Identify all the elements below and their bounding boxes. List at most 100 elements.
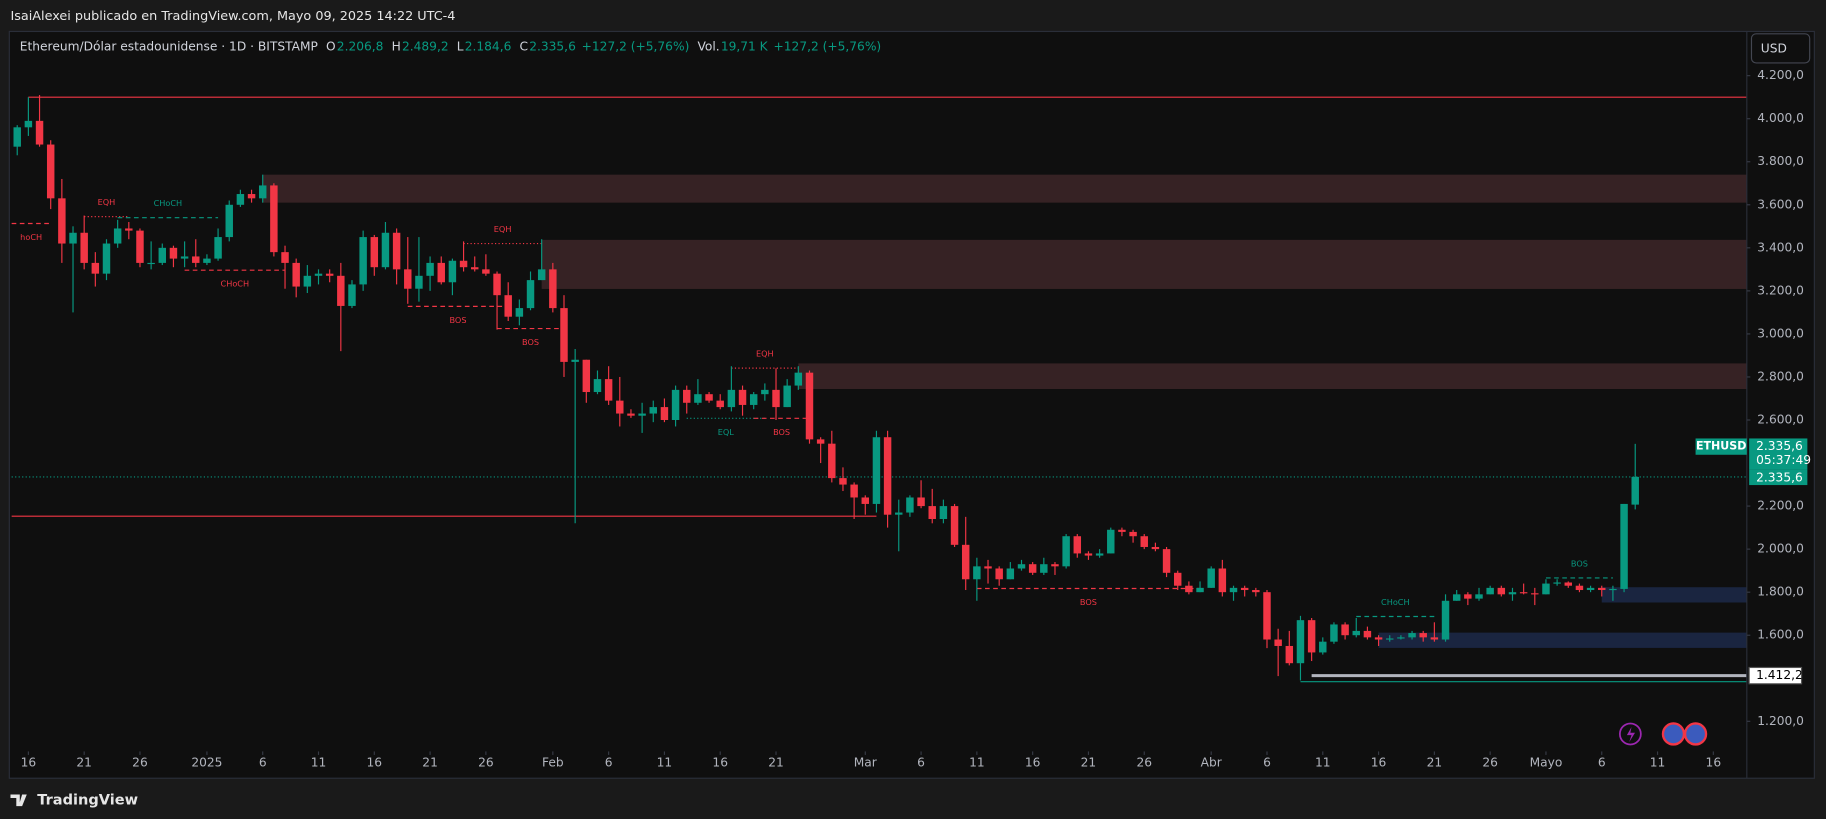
structure-label: CHoCH — [1381, 597, 1410, 607]
candle-body — [917, 497, 925, 507]
candle-body — [1173, 572, 1182, 586]
level-badge-text: 1.412,2 — [1756, 668, 1803, 682]
candle-body — [370, 237, 379, 268]
candle-body — [482, 269, 490, 274]
candle-body — [1352, 630, 1360, 636]
y-tick-label: 2.000,0 — [1757, 542, 1804, 556]
legend-value: 2.489,2 — [402, 39, 449, 53]
x-tick-label: 21 — [76, 756, 92, 770]
structure-label: EQL — [718, 427, 735, 437]
candle-body — [125, 228, 133, 231]
candle-body — [236, 194, 245, 205]
candle-body — [1441, 600, 1450, 640]
candle-body — [1017, 564, 1026, 569]
candle-body — [147, 262, 155, 265]
structure-label: BOS — [1571, 558, 1588, 568]
zone — [798, 363, 1747, 390]
publisher-note: IsaiAlexei publicado en TradingView.com,… — [10, 9, 455, 24]
candle-body — [783, 385, 791, 408]
candle-body — [828, 443, 836, 479]
price-badge — [1749, 438, 1808, 470]
candle-body — [805, 372, 814, 440]
candle-body — [526, 280, 535, 309]
zone — [1601, 587, 1747, 603]
legend: Ethereum/Dólar estadounidense · 1D · BIT… — [20, 39, 881, 53]
symbol-badge-text: ETHUSD — [1696, 440, 1746, 453]
y-tick-label: 3.600,0 — [1757, 197, 1804, 211]
candle-body — [180, 256, 189, 259]
candle-body — [314, 273, 323, 276]
candle-body — [1575, 585, 1584, 591]
event-icon[interactable] — [1619, 722, 1642, 746]
candle-body — [1464, 594, 1472, 599]
x-tick-label: 6 — [259, 756, 267, 770]
candle-body — [1408, 633, 1416, 638]
candle-body — [169, 247, 178, 259]
structure-label: EQH — [494, 224, 512, 234]
flag-icon[interactable] — [1683, 722, 1708, 746]
candle-body — [895, 512, 903, 515]
candle-body — [158, 247, 167, 263]
candle-body — [1162, 549, 1171, 573]
candle-body — [91, 262, 100, 274]
candle-body — [772, 389, 780, 408]
candle-body — [1397, 637, 1405, 639]
x-tick-label: 21 — [1427, 756, 1443, 770]
y-tick-label: 2.600,0 — [1757, 413, 1804, 427]
x-tick-label: 16 — [1025, 756, 1041, 770]
x-tick-label: 11 — [657, 756, 673, 770]
candle-body — [1185, 585, 1193, 593]
x-tick-label: Mayo — [1530, 756, 1563, 770]
candle-body — [939, 506, 948, 520]
candle-body — [448, 260, 457, 283]
candle-body — [1341, 624, 1349, 636]
y-tick-label: 1.800,0 — [1757, 585, 1804, 599]
structure-label: CHoCH — [154, 198, 183, 208]
candle-body — [1274, 639, 1282, 646]
candle-body — [415, 275, 423, 289]
candle-body — [1118, 529, 1126, 532]
legend-value: 19,71 K — [721, 39, 769, 53]
candle-body — [549, 269, 557, 309]
zone — [262, 174, 1747, 203]
chart-frame — [8, 30, 1815, 779]
candle-body — [638, 413, 646, 416]
candle-body — [381, 232, 390, 268]
x-tick-label: 16 — [712, 756, 728, 770]
y-tick-label: 4.200,0 — [1757, 68, 1804, 82]
x-tick-label: 6 — [605, 756, 613, 770]
candle-body — [1452, 594, 1461, 601]
level-badge — [1748, 666, 1803, 685]
x-tick-label: 6 — [1598, 756, 1606, 770]
symbol: Ethereum/Dólar estadounidense · 1D · BIT… — [20, 39, 318, 53]
candle-body — [683, 389, 691, 403]
candle-body — [716, 400, 724, 408]
candle-body — [973, 566, 981, 580]
candle-body — [437, 262, 445, 283]
candle-body — [749, 394, 758, 405]
candle-body — [426, 262, 434, 276]
currency-button[interactable] — [1750, 33, 1811, 64]
x-tick-label: Abr — [1201, 756, 1223, 770]
candle-body — [113, 228, 122, 244]
candle-body — [225, 204, 233, 238]
y-tick-label: 1.200,0 — [1757, 714, 1804, 728]
candle-body — [1586, 587, 1595, 591]
candle-body — [192, 256, 200, 263]
x-tick-label: 26 — [1482, 756, 1498, 770]
price-badge-text: 2.335,6 — [1756, 439, 1803, 453]
candle-body — [1374, 637, 1383, 640]
candle-body — [493, 273, 501, 296]
flag-icon[interactable] — [1661, 722, 1686, 746]
candle-body — [1062, 536, 1070, 567]
candle-body — [1620, 503, 1628, 589]
candle-body — [1475, 594, 1483, 599]
candle-body — [1151, 546, 1160, 550]
candle-body — [337, 275, 345, 306]
candle-body — [270, 185, 278, 253]
candle-body — [1319, 641, 1327, 653]
currency[interactable]: USD — [1761, 41, 1787, 55]
candle-body — [1386, 638, 1394, 640]
